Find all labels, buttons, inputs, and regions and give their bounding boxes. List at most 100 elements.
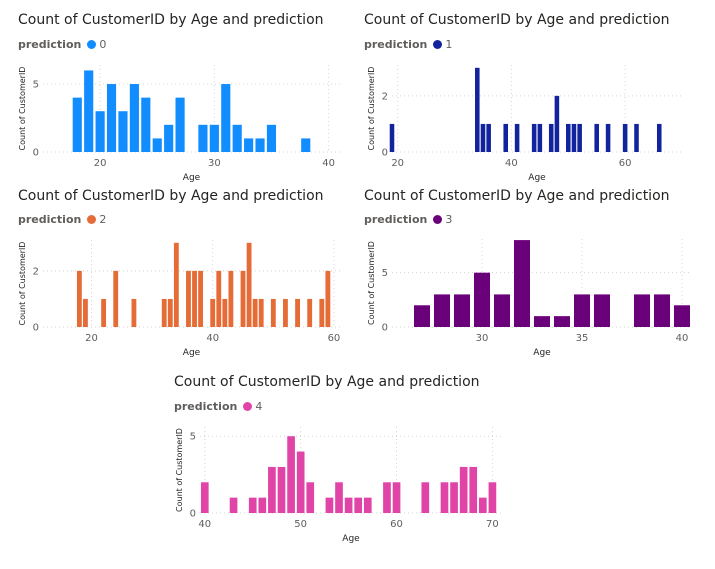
bar <box>258 497 267 513</box>
bar <box>252 298 258 327</box>
bar <box>198 270 204 327</box>
x-tick-label: 40 <box>198 519 211 530</box>
x-tick-label: 60 <box>328 333 341 344</box>
chart-title: Count of CustomerID by Age and predictio… <box>18 12 324 28</box>
legend-swatch <box>433 215 443 224</box>
x-tick-label: 60 <box>619 158 632 169</box>
bar <box>173 242 179 327</box>
bar <box>216 270 222 327</box>
bar <box>244 138 254 152</box>
bar <box>654 294 670 327</box>
bar <box>200 482 209 513</box>
legend-title: prediction <box>364 38 428 51</box>
bar <box>76 270 82 327</box>
bar <box>392 482 401 513</box>
y-axis-title: Count of CustomerID <box>18 67 27 151</box>
legend-label: 2 <box>99 213 107 226</box>
bar <box>270 298 276 327</box>
bar <box>421 482 430 513</box>
bar <box>514 240 530 327</box>
bar <box>486 123 491 152</box>
bar <box>594 123 599 152</box>
legend-label: 1 <box>445 38 453 51</box>
bar <box>246 242 252 327</box>
bar <box>210 298 216 327</box>
bar <box>258 298 264 327</box>
x-tick-label: 20 <box>94 158 107 169</box>
y-axis-title: Count of CustomerID <box>367 241 376 325</box>
x-tick-label: 30 <box>476 333 489 344</box>
bar <box>469 466 478 513</box>
bar <box>319 298 325 327</box>
legend-title: prediction <box>18 213 82 226</box>
legend-label: 4 <box>255 400 263 413</box>
legend-label: 0 <box>99 38 107 51</box>
x-tick-label: 20 <box>85 333 98 344</box>
bar <box>83 298 88 327</box>
bar <box>414 305 430 327</box>
legend-label: 3 <box>445 213 453 226</box>
bar <box>186 270 191 327</box>
x-tick-label: 40 <box>676 333 689 344</box>
bar <box>301 138 311 152</box>
bar <box>488 482 497 513</box>
x-tick-label: 70 <box>486 519 499 530</box>
bar <box>268 466 276 513</box>
legend-swatch <box>243 402 253 411</box>
legend: prediction 3 <box>364 213 452 226</box>
bar <box>450 482 458 513</box>
bar <box>383 482 391 513</box>
bar <box>95 111 105 152</box>
y-axis-title: Count of CustomerID <box>175 428 184 512</box>
bar <box>503 123 508 152</box>
bar <box>113 270 119 327</box>
legend: prediction 4 <box>174 400 262 413</box>
bar <box>131 298 137 327</box>
x-axis-title: Age <box>342 534 360 544</box>
y-tick-label: 0 <box>33 323 39 334</box>
y-tick-label: 5 <box>382 268 388 279</box>
bar <box>534 316 550 327</box>
x-tick-label: 35 <box>576 333 589 344</box>
bar <box>634 123 639 152</box>
legend-swatch <box>87 40 97 49</box>
bar <box>283 298 288 327</box>
x-tick-label: 50 <box>294 519 307 530</box>
x-axis-title: Age <box>528 173 546 183</box>
bar <box>480 123 486 152</box>
chart-title: Count of CustomerID by Age and predictio… <box>174 374 480 390</box>
bar <box>296 451 305 513</box>
bar <box>240 270 246 327</box>
bar <box>674 305 690 327</box>
bar <box>554 95 560 152</box>
y-tick-label: 0 <box>33 148 39 159</box>
bar <box>232 124 242 152</box>
y-tick-label: 2 <box>33 266 39 277</box>
x-axis-title: Age <box>533 348 551 358</box>
legend-title: prediction <box>364 213 428 226</box>
bar <box>167 298 173 327</box>
bar <box>335 482 343 513</box>
bar <box>571 123 577 152</box>
bar <box>354 497 363 513</box>
y-axis-title: Count of CustomerID <box>18 242 27 326</box>
chart-title: Count of CustomerID by Age and predictio… <box>18 188 324 204</box>
bar <box>440 482 449 513</box>
y-tick-label: 5 <box>190 432 196 443</box>
x-tick-label: 60 <box>390 519 403 530</box>
bar <box>152 138 162 152</box>
legend: prediction 0 <box>18 38 106 51</box>
y-tick-label: 2 <box>382 91 388 102</box>
bar <box>198 124 208 152</box>
bar <box>255 138 265 152</box>
x-axis-title: Age <box>183 348 201 358</box>
bar <box>531 123 537 152</box>
bar <box>72 97 82 152</box>
bar <box>344 497 353 513</box>
bar <box>228 270 234 327</box>
bar <box>106 84 117 152</box>
bar <box>363 497 372 513</box>
